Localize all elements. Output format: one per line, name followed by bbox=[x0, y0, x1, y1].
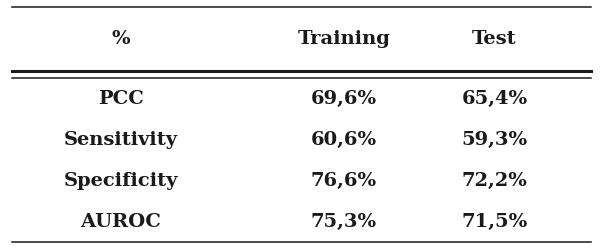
Text: Test: Test bbox=[472, 30, 517, 48]
Text: AUROC: AUROC bbox=[80, 213, 161, 231]
Text: 71,5%: 71,5% bbox=[461, 213, 528, 231]
Text: 69,6%: 69,6% bbox=[311, 90, 377, 108]
Text: Sensitivity: Sensitivity bbox=[63, 131, 178, 149]
Text: 76,6%: 76,6% bbox=[311, 172, 377, 190]
Text: 72,2%: 72,2% bbox=[461, 172, 528, 190]
Text: %: % bbox=[112, 30, 130, 48]
Text: 75,3%: 75,3% bbox=[311, 213, 377, 231]
Text: 65,4%: 65,4% bbox=[461, 90, 528, 108]
Text: PCC: PCC bbox=[98, 90, 144, 108]
Text: Training: Training bbox=[297, 30, 390, 48]
Text: 59,3%: 59,3% bbox=[461, 131, 528, 149]
Text: 60,6%: 60,6% bbox=[311, 131, 377, 149]
Text: Specificity: Specificity bbox=[63, 172, 178, 190]
